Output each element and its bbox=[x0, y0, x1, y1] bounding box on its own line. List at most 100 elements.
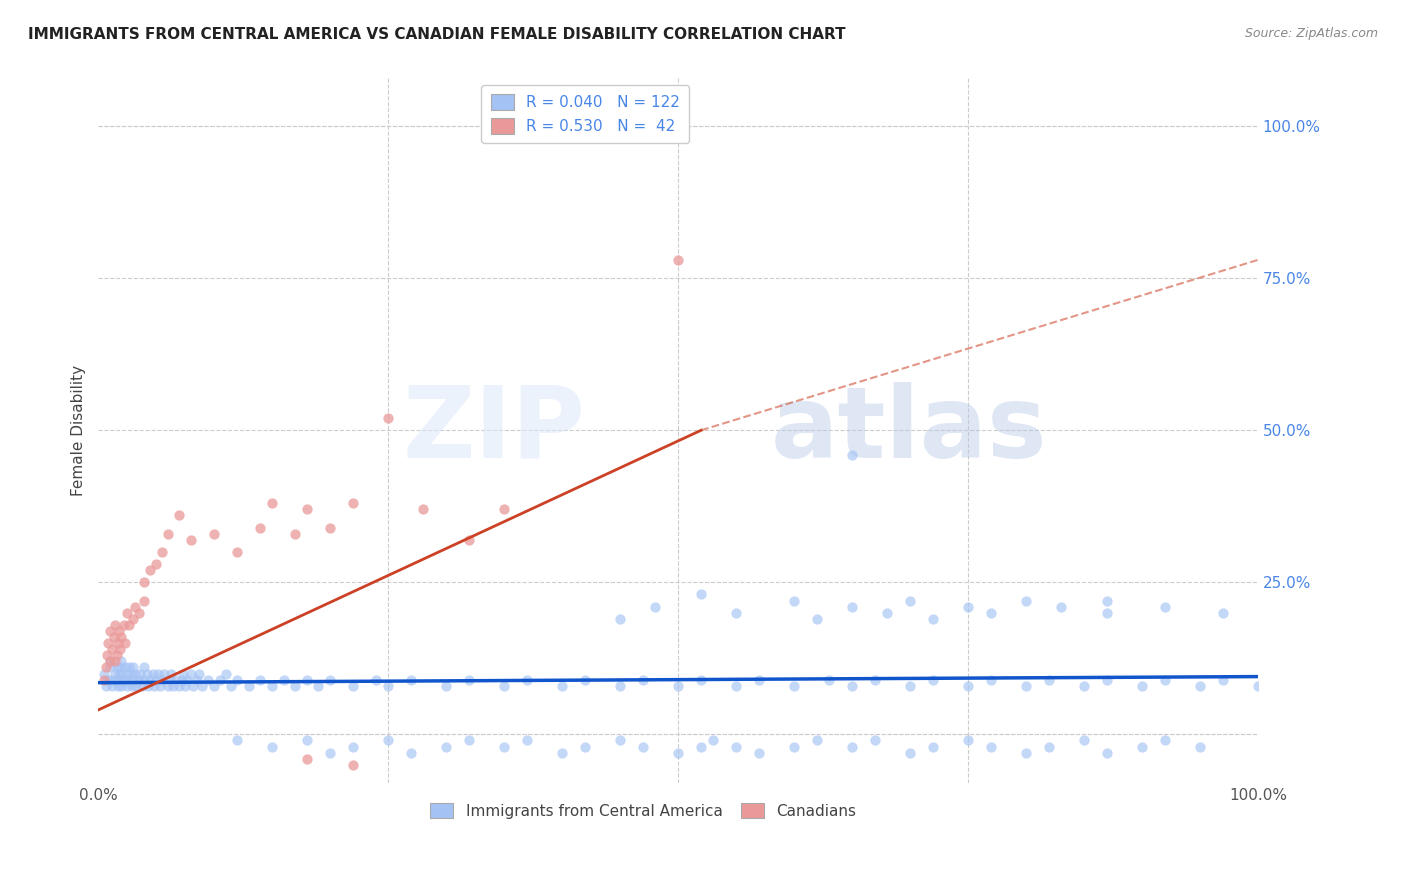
Point bbox=[208, 673, 231, 687]
Point bbox=[156, 526, 179, 541]
Point bbox=[98, 673, 121, 687]
Point bbox=[110, 679, 132, 693]
Point bbox=[96, 673, 118, 687]
Point bbox=[104, 654, 127, 668]
Point bbox=[110, 630, 132, 644]
Point bbox=[172, 666, 194, 681]
Point bbox=[103, 630, 125, 644]
Point bbox=[806, 733, 828, 747]
Point bbox=[551, 746, 574, 760]
Point bbox=[342, 757, 364, 772]
Point bbox=[121, 673, 143, 687]
Point bbox=[1015, 679, 1038, 693]
Point bbox=[125, 679, 148, 693]
Point bbox=[112, 618, 135, 632]
Point bbox=[108, 624, 131, 638]
Point bbox=[399, 673, 422, 687]
Point bbox=[783, 739, 806, 754]
Point bbox=[156, 679, 179, 693]
Point bbox=[260, 496, 283, 510]
Point bbox=[319, 746, 342, 760]
Point bbox=[124, 666, 146, 681]
Point bbox=[366, 673, 388, 687]
Point bbox=[139, 563, 162, 577]
Point bbox=[631, 739, 654, 754]
Point bbox=[458, 533, 481, 547]
Point bbox=[295, 502, 318, 516]
Point bbox=[108, 666, 131, 681]
Point bbox=[128, 606, 150, 620]
Point bbox=[1154, 599, 1177, 614]
Text: IMMIGRANTS FROM CENTRAL AMERICA VS CANADIAN FEMALE DISABILITY CORRELATION CHART: IMMIGRANTS FROM CENTRAL AMERICA VS CANAD… bbox=[28, 27, 846, 42]
Point bbox=[817, 673, 839, 687]
Point bbox=[922, 739, 945, 754]
Point bbox=[108, 673, 131, 687]
Point bbox=[167, 508, 190, 523]
Point bbox=[516, 673, 538, 687]
Point bbox=[98, 660, 121, 674]
Point bbox=[377, 733, 399, 747]
Point bbox=[666, 252, 689, 267]
Point bbox=[115, 606, 138, 620]
Point bbox=[105, 660, 128, 674]
Point bbox=[221, 679, 243, 693]
Point bbox=[319, 520, 342, 534]
Point bbox=[260, 739, 283, 754]
Point bbox=[167, 679, 190, 693]
Point bbox=[170, 673, 193, 687]
Point bbox=[226, 673, 249, 687]
Point bbox=[898, 746, 921, 760]
Point bbox=[434, 739, 457, 754]
Point bbox=[980, 606, 1002, 620]
Point bbox=[377, 411, 399, 425]
Point bbox=[956, 733, 979, 747]
Point bbox=[1095, 673, 1118, 687]
Point bbox=[666, 746, 689, 760]
Point bbox=[841, 599, 863, 614]
Y-axis label: Female Disability: Female Disability bbox=[72, 365, 86, 496]
Point bbox=[97, 636, 120, 650]
Point bbox=[176, 673, 198, 687]
Point bbox=[160, 666, 183, 681]
Point bbox=[96, 648, 118, 663]
Point bbox=[399, 746, 422, 760]
Point bbox=[458, 673, 481, 687]
Point bbox=[377, 679, 399, 693]
Point bbox=[124, 599, 146, 614]
Point bbox=[202, 526, 225, 541]
Point bbox=[238, 679, 260, 693]
Point bbox=[98, 624, 121, 638]
Point bbox=[1095, 746, 1118, 760]
Point bbox=[956, 599, 979, 614]
Point bbox=[1073, 679, 1095, 693]
Point bbox=[142, 666, 165, 681]
Point bbox=[145, 557, 167, 571]
Point bbox=[115, 666, 138, 681]
Point bbox=[319, 673, 342, 687]
Point bbox=[93, 666, 115, 681]
Point bbox=[492, 739, 515, 754]
Text: ZIP: ZIP bbox=[402, 382, 585, 479]
Point bbox=[153, 666, 176, 681]
Point bbox=[1154, 733, 1177, 747]
Point bbox=[748, 746, 770, 760]
Point bbox=[295, 752, 318, 766]
Point bbox=[841, 679, 863, 693]
Point bbox=[783, 679, 806, 693]
Point bbox=[104, 618, 127, 632]
Point bbox=[131, 679, 153, 693]
Point bbox=[96, 660, 118, 674]
Point bbox=[1015, 746, 1038, 760]
Point bbox=[139, 673, 162, 687]
Point bbox=[342, 739, 364, 754]
Point bbox=[96, 679, 118, 693]
Point bbox=[101, 642, 124, 657]
Point bbox=[1188, 679, 1211, 693]
Point bbox=[136, 679, 159, 693]
Point bbox=[492, 502, 515, 516]
Point bbox=[273, 673, 295, 687]
Point bbox=[724, 739, 747, 754]
Point bbox=[121, 612, 143, 626]
Point bbox=[1247, 679, 1270, 693]
Point bbox=[1038, 673, 1060, 687]
